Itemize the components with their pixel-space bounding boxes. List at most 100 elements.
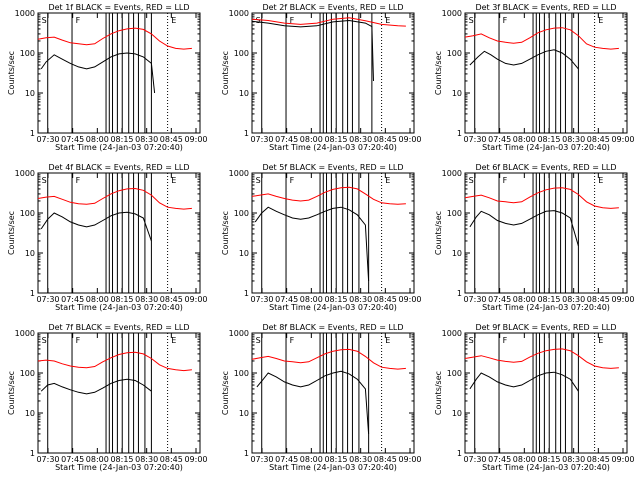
x-tick-label: 07:45 [488,135,511,144]
events-series-line [256,370,370,434]
y-axis-label: Counts/sec [7,211,16,255]
x-tick-label: 09:00 [184,455,207,464]
y-tick-label: 10 [452,89,462,98]
x-tick-label: 08:45 [160,295,183,304]
y-tick-label: 1 [244,289,249,298]
x-tick-label: 08:00 [300,135,323,144]
events-series-line [251,19,374,82]
y-axis-label: Counts/sec [7,51,16,95]
interval-marker-e: E [385,176,390,185]
events-series-line [469,49,579,70]
x-tick-label: 07:30 [250,135,273,144]
x-tick-label: 08:15 [537,295,560,304]
y-tick-label: 10 [452,409,462,418]
x-tick-label: 08:30 [562,455,585,464]
x-tick-label: 09:00 [184,295,207,304]
y-tick-label: 1 [457,449,462,458]
interval-marker-e: E [385,336,390,345]
y-axis-label: Counts/sec [221,211,230,255]
y-tick-label: 1000 [229,9,249,18]
y-tick-label: 100 [234,209,249,218]
interval-marker-e: E [171,176,176,185]
x-tick-label: 08:30 [349,455,372,464]
x-tick-label: 09:00 [398,455,421,464]
x-axis-label: Start Time (24-Jan-03 07:20:40) [269,143,397,152]
y-tick-label: 1000 [229,329,249,338]
y-axis-label: Counts/sec [434,211,443,255]
x-tick-label: 07:30 [36,135,59,144]
x-tick-label: 08:30 [349,295,372,304]
x-axis-label: Start Time (24-Jan-03 07:20:40) [269,463,397,472]
lld-series-line [251,186,406,205]
plot-frame [251,332,415,454]
x-tick-label: 07:30 [463,135,486,144]
x-tick-label: 07:45 [61,295,84,304]
x-tick-label: 08:45 [587,455,610,464]
lld-series-line [464,27,619,50]
x-tick-label: 08:15 [110,135,133,144]
x-tick-label: 07:45 [61,135,84,144]
y-tick-label: 100 [447,49,462,58]
x-axis-label: Start Time (24-Jan-03 07:20:40) [482,143,610,152]
x-tick-label: 07:45 [61,455,84,464]
y-tick-label: 10 [239,409,249,418]
interval-marker-s: S [469,16,474,25]
y-tick-label: 1000 [442,169,462,178]
y-axis-label: Counts/sec [434,51,443,95]
interval-marker-s: S [42,16,47,25]
y-tick-label: 1 [244,129,249,138]
x-tick-label: 08:30 [349,135,372,144]
x-tick-label: 08:45 [374,295,397,304]
interval-marker-e: E [385,16,390,25]
lld-series-line [37,27,192,50]
x-tick-label: 07:30 [36,295,59,304]
y-tick-label: 100 [447,369,462,378]
events-series-line [40,211,152,242]
x-tick-label: 08:15 [110,295,133,304]
events-series-line [469,210,579,247]
x-tick-label: 07:45 [275,295,298,304]
interval-marker-f: F [290,176,295,185]
panel-title: Det 1f BLACK = Events, RED = LLD [48,3,189,12]
x-tick-label: 08:45 [587,135,610,144]
lld-series-line [251,348,406,370]
y-axis-label: Counts/sec [434,371,443,415]
x-tick-label: 07:45 [488,295,511,304]
x-axis-label: Start Time (24-Jan-03 07:20:40) [269,303,397,312]
x-tick-label: 09:00 [611,135,634,144]
y-tick-label: 1 [30,289,35,298]
lld-series-line [464,187,619,209]
x-tick-label: 09:00 [398,295,421,304]
x-tick-label: 07:45 [275,455,298,464]
interval-marker-f: F [503,16,508,25]
x-tick-label: 07:30 [463,455,486,464]
interval-marker-f: F [290,336,295,345]
lld-series-line [37,351,192,372]
y-tick-label: 100 [234,49,249,58]
plot-frame [464,12,628,134]
panel-title: Det 6f BLACK = Events, RED = LLD [475,163,616,172]
x-tick-label: 08:45 [374,455,397,464]
interval-marker-f: F [76,336,81,345]
x-tick-label: 08:45 [587,295,610,304]
y-tick-label: 100 [234,369,249,378]
x-axis-label: Start Time (24-Jan-03 07:20:40) [482,463,610,472]
interval-marker-s: S [256,336,261,345]
panel-title: Det 4f BLACK = Events, RED = LLD [48,163,189,172]
interval-marker-s: S [42,176,47,185]
x-tick-label: 08:00 [513,135,536,144]
events-series-line [254,206,370,282]
x-tick-label: 09:00 [611,455,634,464]
plot-frame [251,172,415,294]
panel-title: Det 9f BLACK = Events, RED = LLD [475,323,616,332]
interval-marker-e: E [598,176,603,185]
y-tick-label: 1 [30,129,35,138]
interval-marker-f: F [503,176,508,185]
interval-marker-e: E [598,336,603,345]
y-tick-label: 1000 [442,329,462,338]
panel-title: Det 8f BLACK = Events, RED = LLD [262,323,403,332]
interval-marker-e: E [171,336,176,345]
x-tick-label: 08:30 [135,455,158,464]
x-tick-label: 07:30 [36,455,59,464]
